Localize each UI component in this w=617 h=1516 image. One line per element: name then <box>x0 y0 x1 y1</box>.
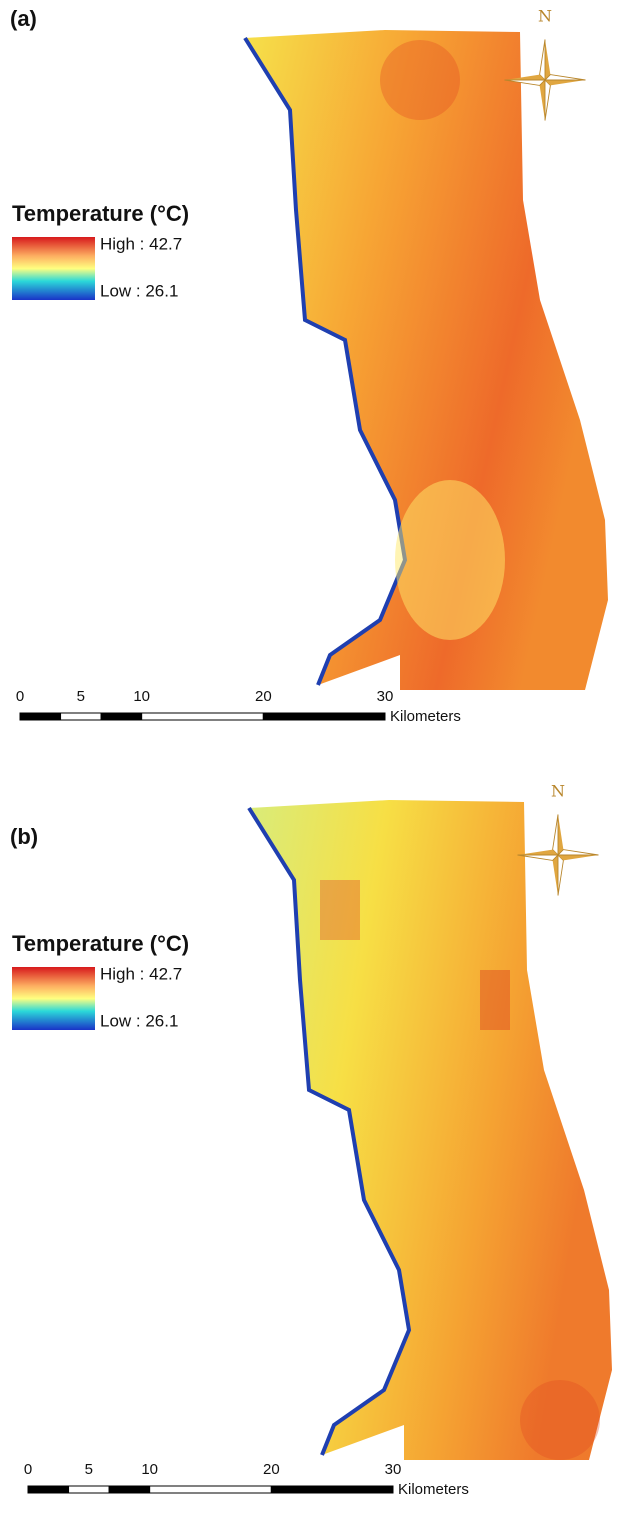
scale-tick-label: 20 <box>255 688 272 705</box>
legend-title: Temperature (°C) <box>12 201 189 226</box>
scale-bar-segment <box>263 713 385 720</box>
scale-tick-label: 0 <box>24 1461 32 1478</box>
scale-tick-label: 20 <box>263 1461 280 1478</box>
scale-bar-segment <box>271 1486 393 1493</box>
scale-tick-label: 5 <box>85 1461 93 1478</box>
legend-low: Low : 26.1 <box>100 281 178 300</box>
scale-bar-segment <box>61 713 102 720</box>
legend-high: High : 42.7 <box>100 234 182 253</box>
north-label: N <box>538 7 552 26</box>
north-arrow <box>518 815 599 896</box>
scale-unit: Kilometers <box>398 1481 469 1498</box>
scale-tick-label: 30 <box>377 688 394 705</box>
scale-unit: Kilometers <box>390 708 461 725</box>
scale-bar-segment <box>101 713 142 720</box>
scale-bar-segment <box>142 713 264 720</box>
figure: (a) Temperature (°C) High : 42.7 Low : 26.1… <box>0 0 617 1516</box>
legend-title: Temperature (°C) <box>12 931 189 956</box>
panel-label: (b) <box>10 824 38 849</box>
scale-tick-label: 10 <box>133 688 150 705</box>
scale-bar-segment <box>20 713 61 720</box>
legend-low: Low : 26.1 <box>100 1011 178 1030</box>
scale-tick-label: 0 <box>16 688 24 705</box>
legend-high: High : 42.7 <box>100 964 182 983</box>
scale-tick-label: 10 <box>141 1461 158 1478</box>
map-b <box>249 800 612 1460</box>
scale-bar-segment <box>150 1486 272 1493</box>
scale-bar-segment <box>28 1486 69 1493</box>
legend-ramp <box>12 237 95 300</box>
north-label: N <box>551 782 565 801</box>
panel-label: (a) <box>10 6 37 31</box>
scale-bar-segment <box>69 1486 110 1493</box>
scale-tick-label: 30 <box>385 1461 402 1478</box>
legend-ramp <box>12 967 95 1030</box>
map-a <box>245 30 608 690</box>
scale-bar-segment <box>109 1486 150 1493</box>
scale-tick-label: 5 <box>77 688 85 705</box>
